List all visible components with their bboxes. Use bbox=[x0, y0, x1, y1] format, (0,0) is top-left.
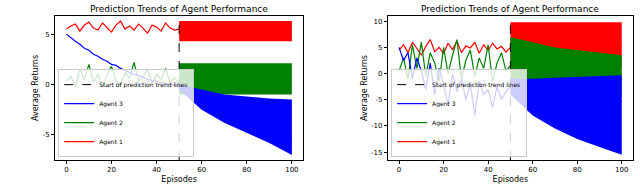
svg-text:10: 10 bbox=[374, 18, 383, 26]
svg-text:Agent 3: Agent 3 bbox=[432, 100, 456, 108]
svg-text:20: 20 bbox=[439, 166, 448, 174]
svg-text:Average Returns: Average Returns bbox=[31, 55, 40, 121]
svg-text:-15: -15 bbox=[371, 149, 382, 157]
svg-text:0: 0 bbox=[64, 166, 68, 174]
svg-text:60: 60 bbox=[197, 166, 206, 174]
svg-text:0: 0 bbox=[378, 70, 382, 78]
svg-text:-5: -5 bbox=[376, 96, 383, 104]
svg-text:5: 5 bbox=[45, 31, 49, 39]
svg-text:80: 80 bbox=[242, 166, 251, 174]
svg-text:100: 100 bbox=[285, 166, 298, 174]
svg-text:Agent 2: Agent 2 bbox=[432, 119, 456, 127]
svg-text:Episodes: Episodes bbox=[493, 175, 529, 184]
svg-text:60: 60 bbox=[528, 166, 537, 174]
svg-text:20: 20 bbox=[107, 166, 116, 174]
svg-text:Agent 1: Agent 1 bbox=[99, 138, 123, 146]
svg-text:0: 0 bbox=[45, 81, 49, 89]
svg-text:0: 0 bbox=[397, 166, 401, 174]
svg-text:Episodes: Episodes bbox=[161, 175, 197, 184]
svg-text:80: 80 bbox=[573, 166, 582, 174]
svg-text:Agent 2: Agent 2 bbox=[99, 119, 123, 127]
svg-text:Start of prediction trend line: Start of prediction trend lines bbox=[432, 81, 520, 89]
svg-text:Start of prediction trend line: Start of prediction trend lines bbox=[99, 81, 187, 89]
svg-text:100: 100 bbox=[615, 166, 628, 174]
svg-text:Prediction Trends of Agent Per: Prediction Trends of Agent Performance bbox=[90, 4, 268, 14]
svg-text:Agent 1: Agent 1 bbox=[432, 138, 456, 146]
svg-text:Agent 3: Agent 3 bbox=[99, 100, 123, 108]
svg-text:Average Returns: Average Returns bbox=[360, 55, 369, 121]
svg-text:-5: -5 bbox=[43, 131, 50, 139]
svg-text:-10: -10 bbox=[371, 122, 382, 130]
svg-text:5: 5 bbox=[378, 44, 382, 52]
svg-text:40: 40 bbox=[484, 166, 493, 174]
svg-text:Prediction Trends of Agent Per: Prediction Trends of Agent Performance bbox=[421, 4, 599, 14]
svg-text:40: 40 bbox=[152, 166, 161, 174]
